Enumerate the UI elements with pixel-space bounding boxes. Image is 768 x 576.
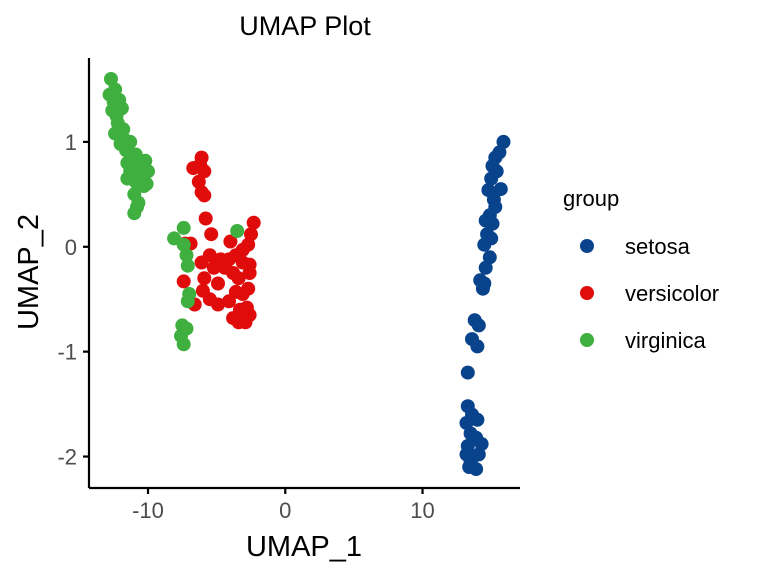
point-versicolor-3 — [186, 161, 201, 176]
point-setosa-8 — [481, 183, 496, 198]
point-versicolor-44 — [231, 315, 246, 330]
point-versicolor-7 — [198, 211, 213, 226]
axes: -10 0 10-2-101 — [57, 58, 520, 523]
x-tick-label: 0 — [279, 498, 291, 523]
legend-label-virginica: virginica — [625, 328, 706, 353]
point-versicolor-29 — [176, 274, 191, 289]
point-virginica-33 — [230, 224, 245, 238]
point-setosa-6 — [493, 182, 508, 197]
point-versicolor-18 — [194, 255, 209, 270]
point-versicolor-27 — [197, 271, 212, 286]
point-versicolor-8 — [246, 215, 261, 230]
y-tick-label: 1 — [65, 130, 77, 155]
legend-key-setosa — [580, 239, 594, 253]
point-setosa-0 — [496, 134, 511, 149]
x-axis-title: UMAP_1 — [246, 531, 362, 563]
point-setosa-39 — [469, 462, 484, 477]
point-versicolor-2 — [197, 164, 212, 179]
point-setosa-16 — [482, 250, 497, 265]
y-tick-label: 0 — [65, 235, 77, 260]
point-virginica-7 — [114, 101, 129, 116]
point-setosa-20 — [475, 281, 490, 296]
point-virginica-35 — [176, 237, 191, 252]
point-versicolor-30 — [211, 276, 225, 291]
point-versicolor-10 — [204, 227, 219, 242]
point-setosa-12 — [485, 216, 500, 231]
point-setosa-17 — [478, 260, 493, 275]
x-tick-label: -10 — [132, 498, 164, 523]
point-setosa-28 — [459, 416, 474, 430]
point-setosa-24 — [470, 339, 485, 354]
point-versicolor-34 — [235, 287, 250, 301]
point-setosa-22 — [471, 318, 486, 333]
point-versicolor-9 — [244, 227, 258, 242]
point-virginica-0 — [104, 72, 118, 86]
point-virginica-30 — [127, 206, 142, 221]
legend-label-versicolor: versicolor — [625, 281, 719, 306]
point-virginica-36 — [179, 248, 194, 263]
point-versicolor-6 — [197, 188, 212, 203]
point-virginica-32 — [176, 220, 191, 235]
legend: group setosa versicolor virginica — [563, 186, 719, 353]
point-virginica-31 — [131, 195, 146, 210]
y-tick-label: -1 — [57, 340, 77, 365]
y-axis-title: UMAP_2 — [13, 214, 45, 330]
legend-key-virginica — [580, 333, 594, 347]
legend-title: group — [563, 186, 619, 211]
series-setosa — [459, 134, 511, 477]
point-virginica-37 — [180, 258, 195, 273]
point-virginica-43 — [176, 337, 191, 352]
chart-title: UMAP Plot — [239, 11, 371, 41]
point-virginica-28 — [136, 179, 151, 193]
point-setosa-15 — [477, 237, 492, 252]
series-virginica — [102, 72, 245, 352]
y-tick-label: -2 — [57, 445, 77, 470]
legend-key-versicolor — [580, 286, 594, 300]
point-virginica-19 — [138, 153, 153, 168]
legend-label-setosa: setosa — [625, 234, 691, 259]
point-virginica-22 — [141, 164, 155, 179]
point-versicolor-38 — [211, 297, 225, 312]
x-tick-label: 10 — [410, 498, 434, 523]
point-versicolor-12 — [223, 234, 238, 249]
point-versicolor-25 — [242, 266, 257, 280]
point-virginica-39 — [180, 294, 195, 309]
point-versicolor-24 — [206, 260, 221, 275]
point-setosa-5 — [484, 171, 499, 186]
point-setosa-29 — [470, 412, 485, 427]
point-versicolor-28 — [231, 271, 246, 286]
point-setosa-25 — [460, 365, 475, 380]
point-versicolor-36 — [222, 294, 236, 309]
plot-area — [102, 72, 511, 477]
